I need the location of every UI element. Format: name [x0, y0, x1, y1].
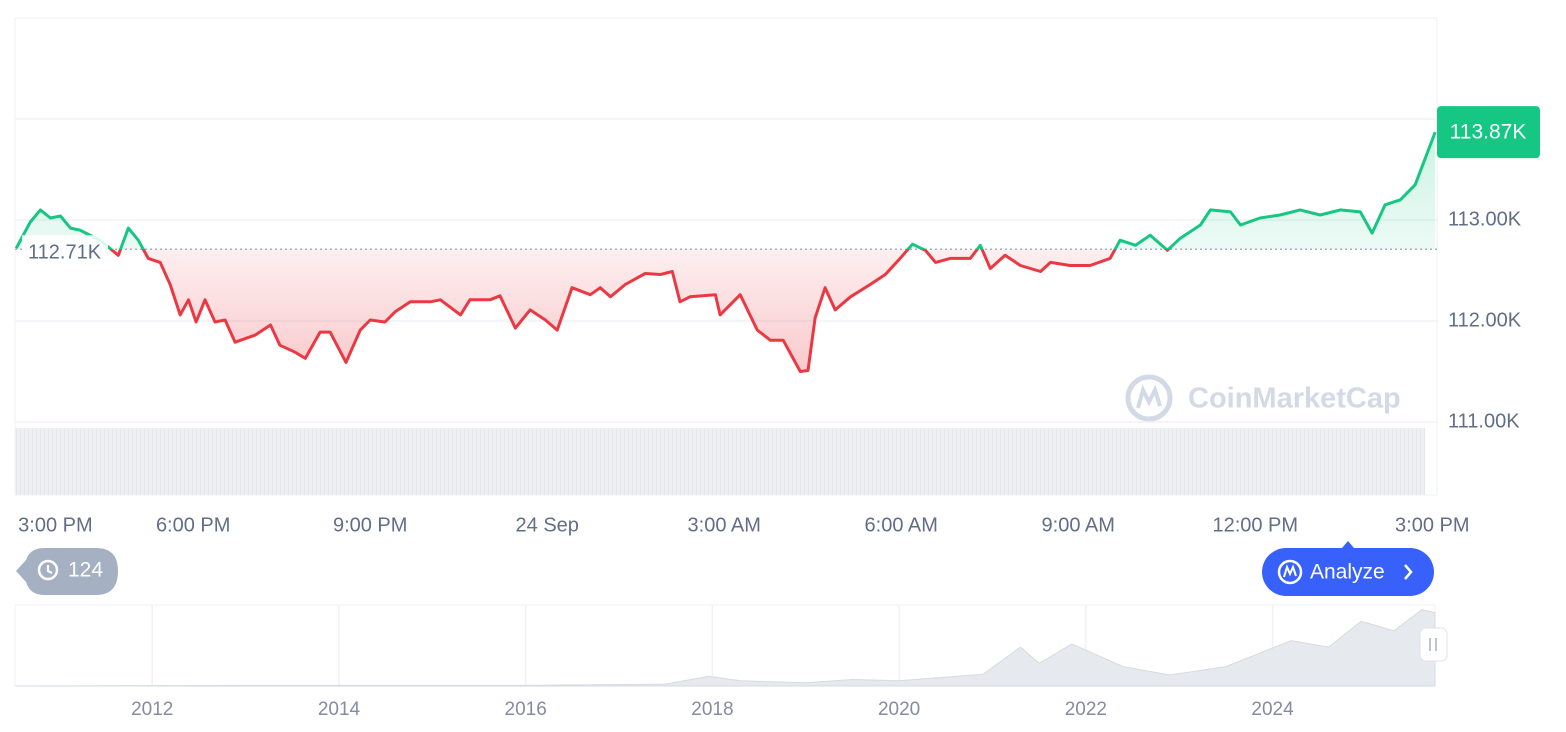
- baseline-label: 112.71K: [28, 242, 102, 264]
- history-badge[interactable]: 124: [16, 548, 118, 595]
- history-icon-hands: [46, 565, 53, 574]
- analyze-button[interactable]: Analyze: [1262, 541, 1434, 596]
- baseline-label-bg: [22, 235, 108, 262]
- x-tick-label: 6:00 PM: [156, 514, 230, 536]
- navigator-area: [14, 608, 1436, 687]
- current-price-badge: [1437, 106, 1540, 159]
- x-tick-label: 2024: [1251, 699, 1294, 720]
- watermark: CoinMarketCap: [1125, 374, 1401, 422]
- y-tick-label: 113.00K: [1448, 208, 1522, 230]
- analyze-bg[interactable]: [1262, 548, 1434, 596]
- analyze-chevron: [1404, 564, 1413, 580]
- main-chart: 111.00K 112.00K 113.00K 3:00 PM 6:00 PM 9:00 …: [14, 106, 1540, 536]
- x-tick-label: 2020: [878, 699, 920, 720]
- x-tick-label: 9:00 AM: [1042, 514, 1115, 536]
- history-icon: [37, 559, 59, 581]
- x-tick-label: 24 Sep: [516, 514, 579, 536]
- analyze-pointer: [1342, 541, 1354, 548]
- current-price-label: 113.87K: [1450, 121, 1527, 144]
- x-tick-label: 3:00 AM: [688, 514, 761, 536]
- x-tick-label: 6:00 AM: [865, 514, 938, 536]
- watermark-logo-m: [1136, 384, 1162, 409]
- x-tick-label: 2016: [505, 699, 547, 720]
- x-tick-label: 3:00 PM: [18, 514, 92, 536]
- x-tick-label: 9:00 PM: [333, 514, 407, 536]
- history-badge-bg[interactable]: [16, 548, 118, 595]
- navigator: 2012 2014 2016 2018 2020 2022 2024: [14, 604, 1436, 720]
- handle-bg[interactable]: [1419, 627, 1448, 662]
- x-tick-label: 12:00 PM: [1212, 514, 1298, 536]
- analyze-icon: [1277, 559, 1303, 585]
- x-tick-label: 2012: [131, 699, 173, 720]
- watermark-text: CoinMarketCap: [1188, 383, 1401, 415]
- analyze-label[interactable]: Analyze: [1310, 561, 1385, 584]
- watermark-logo: [1125, 374, 1173, 422]
- history-count: 124: [68, 559, 103, 582]
- y-tick-label: 111.00K: [1448, 410, 1520, 432]
- x-tick-label: 2022: [1065, 699, 1107, 720]
- area: [16, 132, 1436, 372]
- volume-strip: [15, 428, 1425, 495]
- navigator-handle[interactable]: [1419, 627, 1448, 662]
- price-line: [14, 131, 1437, 373]
- y-tick-label: 112.00K: [1448, 309, 1522, 331]
- x-tick-label: 2014: [318, 699, 361, 720]
- x-tick-label: 2018: [691, 699, 733, 720]
- analyze-icon-m: [1283, 564, 1297, 578]
- x-tick-label: 3:00 PM: [1395, 514, 1469, 536]
